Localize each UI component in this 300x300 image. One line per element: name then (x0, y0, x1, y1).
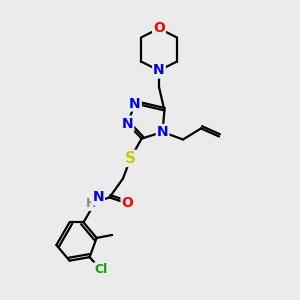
Text: N: N (122, 117, 133, 130)
Text: H: H (86, 197, 97, 210)
Text: Cl: Cl (94, 263, 108, 276)
Text: N: N (153, 64, 165, 77)
Text: N: N (92, 190, 104, 204)
Text: O: O (122, 196, 134, 210)
Text: O: O (153, 22, 165, 35)
Text: S: S (125, 151, 136, 166)
Text: N: N (157, 125, 168, 139)
Text: N: N (129, 97, 141, 110)
